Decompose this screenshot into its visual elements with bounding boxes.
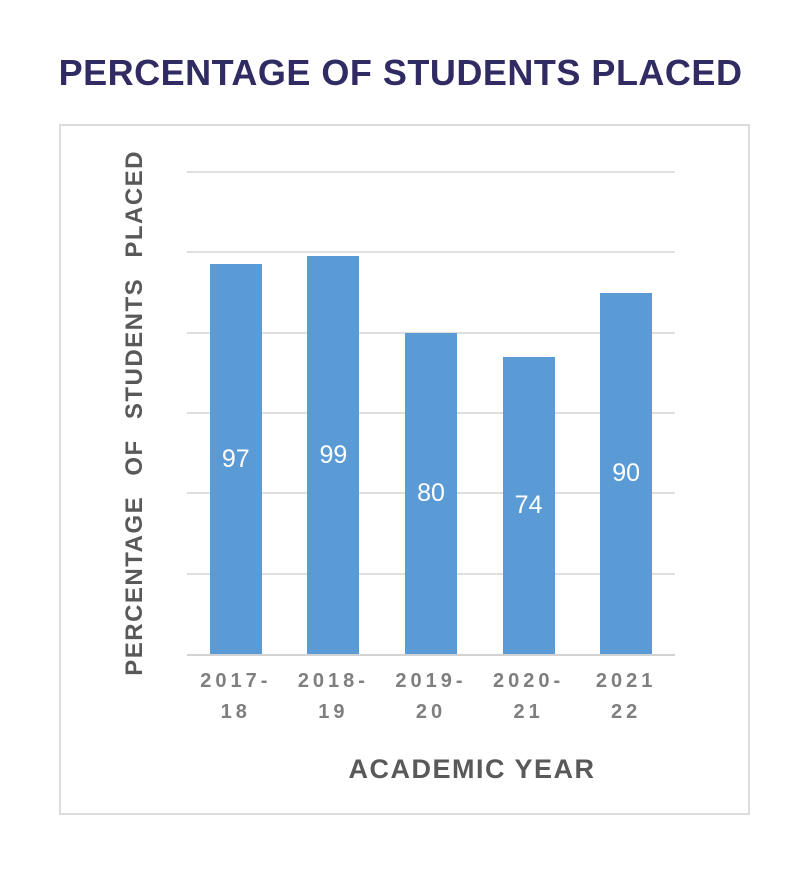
page-title: PERCENTAGE OF STUDENTS PLACED [58,52,743,93]
bar-value-label: 90 [612,458,641,487]
plot-area: 97 99 80 74 90 [187,171,675,656]
bar-slot-2017-18: 97 [187,172,285,654]
x-tick-line: 21 [513,701,544,723]
bar-value-label: 80 [417,478,445,507]
x-tick-line: 19 [318,701,349,723]
y-axis-title: PERCENTAGE OF STUDENTS PLACED [107,150,163,676]
x-ticks: 2017- 18 2018- 19 2019- 20 2020- 21 2021 22 [187,666,675,728]
x-tick-line: 18 [220,701,251,723]
bar-2017-18: 97 [209,264,262,654]
bars-group: 97 99 80 74 90 [187,172,675,654]
bar-2018-19: 99 [307,256,360,654]
x-tick-label-2019-20: 2019- 20 [382,666,480,728]
x-tick-line: 2018- [297,670,369,692]
bar-value-label: 97 [221,444,250,473]
bar-2021-22: 90 [600,292,653,654]
bar-2019-20: 80 [404,332,457,654]
bar-value-label: 99 [319,440,348,469]
gridline-100 [187,251,675,254]
bar-slot-2019-20: 80 [382,172,480,654]
x-tick-line: 2017- [200,670,272,692]
x-axis-title: ACADEMIC YEAR [348,754,596,784]
bar-2020-21: 74 [502,356,555,654]
bar-slot-2021-22: 90 [577,172,675,654]
y-axis-title-text: PERCENTAGE OF STUDENTS PLACED [121,150,148,676]
bar-slot-2020-21: 74 [480,172,578,654]
gridline-120 [187,171,675,173]
bar-slot-2018-19: 99 [285,172,383,654]
x-tick-line: 22 [611,701,642,723]
x-tick-line: 20 [415,701,447,723]
x-tick-line: 2019- [395,670,467,692]
x-tick-label-2020-21: 2020- 21 [480,666,578,728]
x-tick-line: 2020- [493,670,565,692]
x-tick-label-2017-18: 2017- 18 [187,666,285,728]
x-tick-label-2018-19: 2018- 19 [285,666,383,728]
x-tick-label-2021-22: 2021 22 [577,666,675,728]
chart-box: PERCENTAGE OF STUDENTS PLACED 97 99 80 74 90… [59,124,750,815]
x-tick-line: 2021 [595,670,657,692]
bar-value-label: 74 [514,490,543,519]
